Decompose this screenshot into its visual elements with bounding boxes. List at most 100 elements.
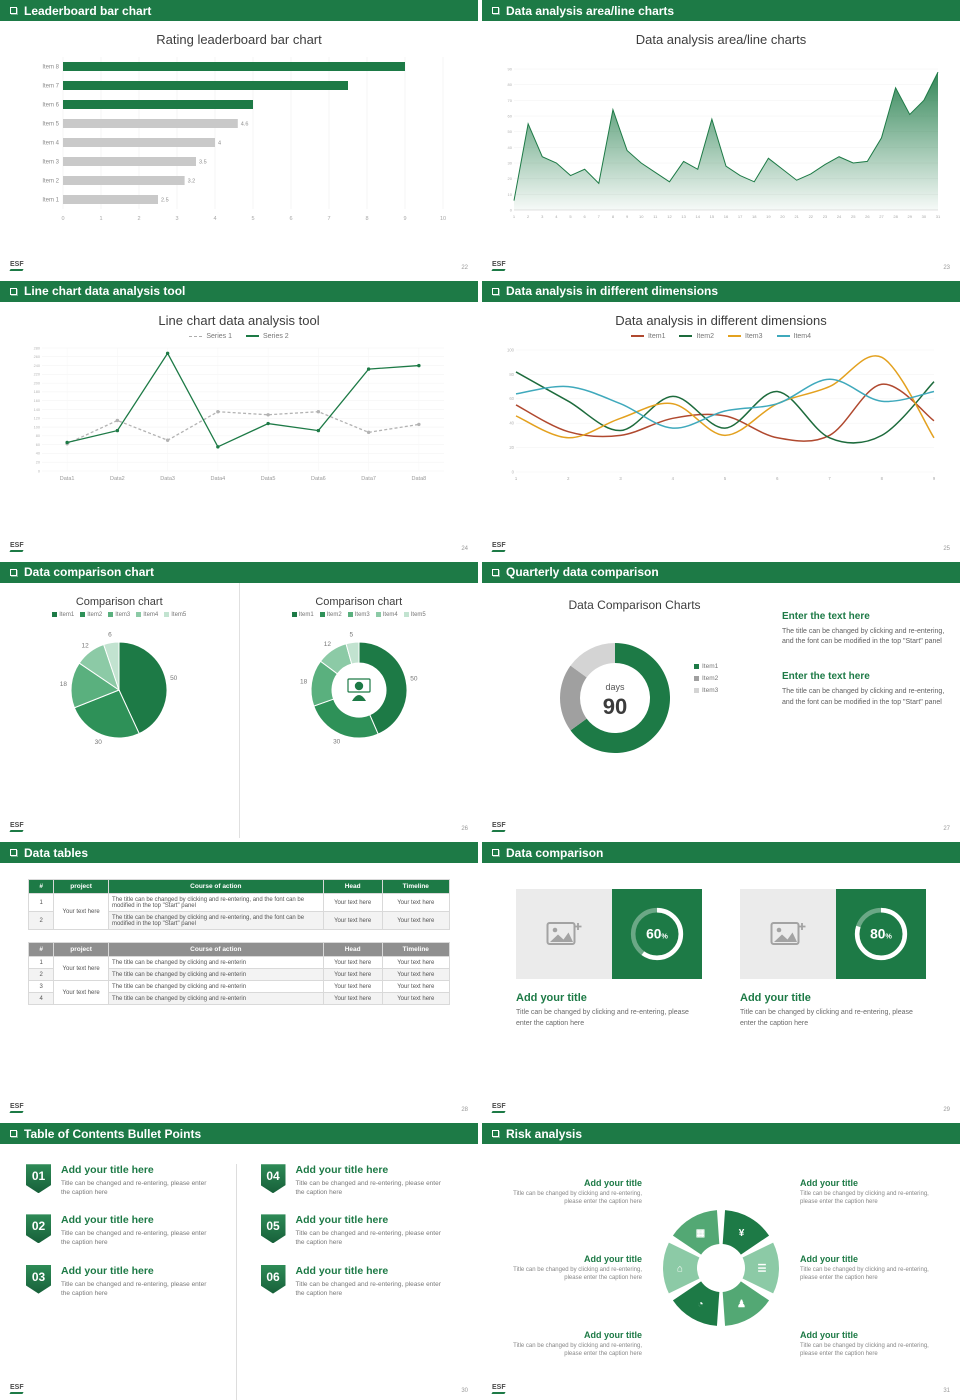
svg-text:18: 18 [300, 678, 308, 685]
item2-swatch [80, 612, 86, 618]
donut-chart: 50 30 18 12 5 [300, 631, 418, 745]
risk-caption: Title can be changed by clicking and re-… [513, 1266, 642, 1282]
svg-text:Data1: Data1 [60, 476, 75, 482]
legend-item: Item3 [694, 687, 718, 694]
risk-item: Add your title Title can be changed by cl… [800, 1330, 940, 1359]
bullet-square-icon [492, 287, 499, 295]
svg-text:20: 20 [36, 460, 40, 464]
table-cell: 2 [27, 968, 55, 982]
svg-text:80: 80 [508, 82, 513, 87]
toc-caption: Title can be changed and re-entering, pl… [61, 1230, 207, 1247]
legend-item: Item4 [136, 612, 158, 618]
svg-text:4: 4 [218, 141, 221, 147]
toc-caption: Title can be changed and re-entering, pl… [295, 1180, 441, 1197]
legend-item: Item4 [776, 333, 811, 340]
slide-header: Leaderboard bar chart [0, 0, 478, 21]
svg-text:9: 9 [933, 476, 936, 481]
item1-swatch [694, 663, 699, 669]
item1-swatch [291, 612, 297, 618]
slide-header: Data analysis in different dimensions [482, 280, 960, 302]
table-cell: Your text here [53, 956, 109, 982]
esf-logo: ESF [492, 1384, 506, 1394]
chart-title: Line chart data analysis tool [158, 312, 320, 328]
svg-text:40: 40 [508, 145, 513, 150]
risk-item: Add your title Title can be changed by cl… [502, 1330, 642, 1359]
page-number: 31 [943, 1387, 950, 1394]
page-number: 29 [943, 1107, 950, 1114]
svg-text:Item 6: Item 6 [42, 103, 59, 109]
legend-label: Item3 [745, 332, 763, 340]
svg-text:8: 8 [365, 216, 368, 222]
slide-24[interactable]: Line chart data analysis tool Line chart… [0, 280, 478, 558]
chart-legend: Item1 Item2 Item3 Item4 Item5 [0, 612, 239, 618]
progress-ring-80: 80% [854, 908, 908, 961]
toc-title: Add your title here [61, 1164, 154, 1177]
toc-item: 02 Add your title here Title can be chang… [26, 1214, 218, 1247]
slide-27[interactable]: Quarterly data comparison Data Compariso… [482, 561, 960, 839]
svg-text:3: 3 [175, 216, 178, 222]
toc-title: Add your title here [61, 1214, 154, 1227]
donut-chart: days 90 [560, 642, 670, 753]
svg-text:100: 100 [507, 347, 515, 352]
table-cell: Your text here [381, 980, 451, 994]
item4-swatch [776, 335, 790, 338]
table-header-cell: Course of action [107, 942, 324, 958]
svg-text:Data6: Data6 [311, 476, 326, 482]
legend-item: Item2 [694, 675, 718, 682]
svg-text:Item 4: Item 4 [42, 141, 59, 147]
svg-text:22: 22 [809, 214, 814, 219]
slide-header: Data analysis area/line charts [482, 0, 960, 21]
chart-icon: ▦ [696, 1228, 705, 1239]
slide-23[interactable]: Data analysis area/line charts Data anal… [482, 0, 960, 277]
svg-text:60: 60 [508, 114, 513, 119]
number-badge: 01 [26, 1164, 51, 1194]
slide-28[interactable]: Data tables # project Course of action Head… [0, 842, 478, 1120]
slide-header-title: Quarterly data comparison [506, 565, 659, 580]
number-badge: 05 [260, 1214, 286, 1244]
legend-label: Item3 [702, 686, 719, 694]
page-number: 28 [461, 1107, 468, 1114]
svg-text:6: 6 [776, 476, 779, 481]
number-badge: 02 [26, 1214, 51, 1244]
svg-text:1: 1 [99, 216, 102, 222]
svg-text:days: days [605, 682, 625, 692]
svg-text:30: 30 [333, 738, 341, 745]
legend-item: Item1 [52, 612, 74, 618]
bullet-square-icon [10, 568, 17, 576]
image-placeholder-icon [770, 922, 806, 946]
item2-swatch [319, 612, 325, 618]
bar-chart: 0 1 2 3 4 5 6 7 8 9 10 Item 1 2.5 Item 2 3.2 Item 3 3.5 I… [42, 57, 446, 222]
progress-ring-box: 60% [612, 889, 702, 980]
table-cell: Your text here [53, 980, 109, 1006]
legend-item: Item2 [80, 612, 102, 618]
svg-text:7: 7 [327, 216, 330, 222]
table-cell: Your text here [381, 911, 451, 931]
esf-logo: ESF [10, 542, 24, 552]
coins-icon: ☰ [758, 1264, 767, 1275]
risk-title: Add your title [800, 1329, 858, 1340]
slide-29[interactable]: Data comparison [482, 842, 960, 1120]
legend-item: Item3 [347, 612, 370, 618]
toc-caption: Title can be changed and re-entering, pl… [61, 1180, 207, 1197]
table-cell: Your text here [381, 893, 451, 913]
svg-text:Data2: Data2 [110, 476, 125, 482]
legend-label: Series 1 [206, 332, 232, 340]
svg-text:18: 18 [60, 681, 68, 688]
risk-item: Add your title Title can be changed by cl… [800, 1254, 940, 1283]
esf-logo: ESF [492, 542, 506, 552]
toc-item: 03 Add your title here Title can be chang… [26, 1264, 218, 1298]
svg-text:20: 20 [508, 176, 513, 181]
toc-item: 04 Add your title here Title can be chang… [260, 1164, 453, 1197]
svg-text:0: 0 [512, 469, 515, 474]
svg-text:100: 100 [34, 425, 40, 429]
risk-title: Add your title [800, 1177, 858, 1188]
svg-text:280: 280 [34, 346, 40, 350]
item1-swatch [52, 612, 58, 618]
svg-text:3.2: 3.2 [188, 179, 196, 185]
item3-swatch [728, 335, 741, 338]
slide-31[interactable]: Risk analysis Add your title Title can be… [482, 1123, 960, 1400]
slide-30[interactable]: Table of Contents Bullet Points 01 Add y… [0, 1123, 478, 1400]
slide-25[interactable]: Data analysis in different dimensions Da… [482, 280, 960, 558]
slide-26[interactable]: Data comparison chart Comparison chart I… [0, 561, 478, 839]
slide-22[interactable]: Leaderboard bar chart Rating leaderboard… [0, 0, 478, 277]
